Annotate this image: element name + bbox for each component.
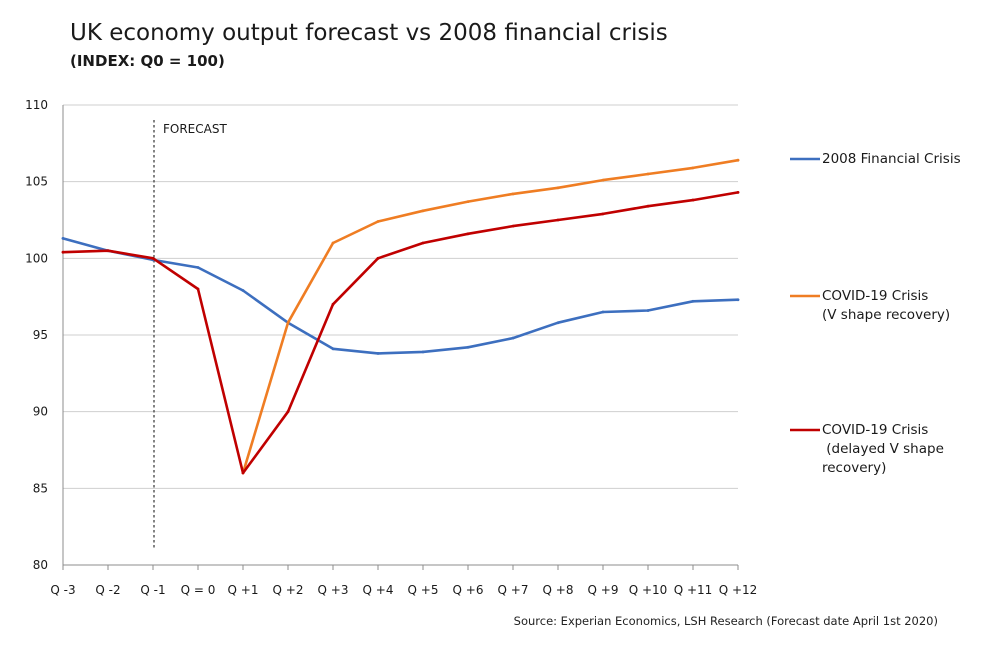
series-line-1 <box>61 237 740 355</box>
x-tick-label: Q +10 <box>629 583 668 597</box>
data-point <box>466 345 470 349</box>
data-point <box>331 241 335 245</box>
data-point <box>286 410 290 414</box>
data-point <box>601 310 605 314</box>
data-point <box>736 298 740 302</box>
legend-label: 2008 Financial Crisis <box>822 151 961 167</box>
data-point <box>691 299 695 303</box>
data-point <box>331 347 335 351</box>
data-point <box>421 241 425 245</box>
data-point <box>61 250 65 254</box>
x-tick-label: Q +12 <box>719 583 758 597</box>
y-tick-label: 80 <box>33 558 48 572</box>
data-point <box>601 178 605 182</box>
data-point <box>511 192 515 196</box>
data-point <box>196 266 200 269</box>
data-point <box>556 218 560 222</box>
data-point <box>736 191 740 194</box>
x-tick-label: Q -2 <box>95 583 120 597</box>
data-point <box>151 256 155 260</box>
data-point <box>556 321 560 325</box>
y-tick-label: 105 <box>25 175 48 189</box>
x-tick-label: Q +11 <box>674 583 713 597</box>
x-tick-label: Q +7 <box>498 583 529 597</box>
data-point <box>691 166 695 170</box>
legend-label: COVID-19 Crisis <box>822 288 928 304</box>
data-point <box>646 309 650 312</box>
data-point <box>376 352 380 355</box>
x-tick-label: Q = 0 <box>181 583 216 597</box>
data-point <box>511 224 515 228</box>
x-tick-label: Q +1 <box>228 583 259 597</box>
data-point <box>646 172 650 176</box>
data-point <box>106 249 110 253</box>
data-point <box>421 350 425 354</box>
series-line-2 <box>241 158 740 475</box>
legend-label: (delayed V shape <box>822 441 944 457</box>
data-point <box>241 471 245 475</box>
y-tick-label: 110 <box>25 98 48 112</box>
x-tick-label: Q +8 <box>543 583 574 597</box>
y-tick-label: 85 <box>33 481 48 495</box>
source-note: Source: Experian Economics, LSH Research… <box>513 614 938 628</box>
x-tick-label: Q -3 <box>50 583 75 597</box>
data-point <box>466 232 470 236</box>
data-point <box>691 198 695 202</box>
data-point <box>376 220 380 223</box>
legend-label: (V shape recovery) <box>822 307 950 323</box>
data-point <box>331 302 335 306</box>
x-tick-label: Q +9 <box>588 583 619 597</box>
y-tick-label: 90 <box>33 405 48 419</box>
legend-label: COVID-19 Crisis <box>822 422 928 438</box>
data-point <box>61 237 65 240</box>
data-point <box>376 256 380 260</box>
y-tick-label: 95 <box>33 328 48 342</box>
x-tick-label: Q +3 <box>318 583 349 597</box>
forecast-label: FORECAST <box>163 122 227 136</box>
x-tick-label: Q +4 <box>363 583 394 597</box>
x-tick-label: Q +2 <box>273 583 304 597</box>
chart-title: UK economy output forecast vs 2008 finan… <box>70 20 668 46</box>
data-point <box>196 287 200 291</box>
data-point <box>511 336 515 340</box>
legend-label: recovery) <box>822 460 886 476</box>
y-tick-label: 100 <box>25 251 48 265</box>
chart-subtitle: (INDEX: Q0 = 100) <box>70 52 225 70</box>
data-point <box>241 289 245 292</box>
x-tick-label: Q +5 <box>408 583 439 597</box>
data-point <box>736 158 740 162</box>
data-point <box>466 200 470 204</box>
data-point <box>601 212 605 216</box>
data-point <box>286 321 290 325</box>
data-point <box>646 204 650 208</box>
data-point <box>421 209 425 213</box>
x-tick-label: Q +6 <box>453 583 484 597</box>
series-line-3 <box>61 191 740 475</box>
x-tick-label: Q -1 <box>140 583 165 597</box>
data-point <box>556 186 560 190</box>
